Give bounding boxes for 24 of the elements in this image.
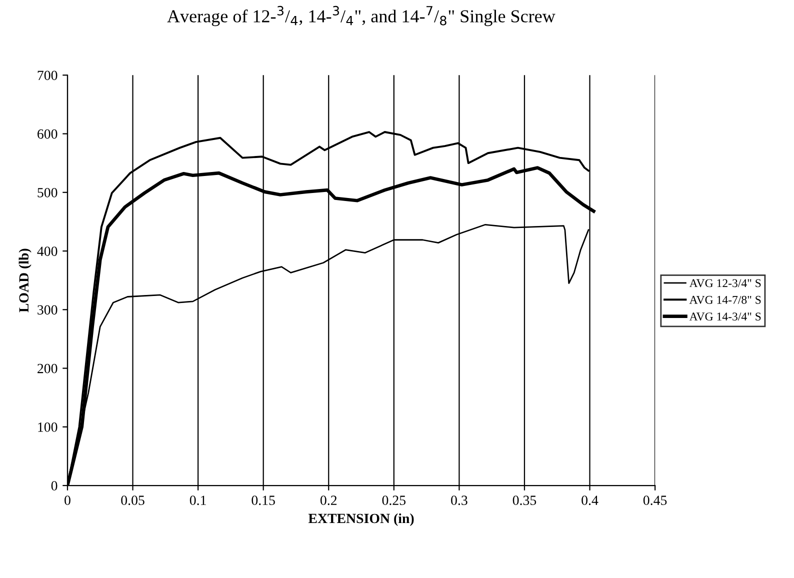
y-tick-label: 500 bbox=[38, 188, 58, 198]
chart-title: Average of 12-$^{3}$/$_{4}$, 14-$^{3}$/$_{4}$", and 14-$^{7}$/$_{8}$" Single Screw bbox=[167, 6, 556, 26]
x-tick-label: 0.45 bbox=[643, 496, 667, 506]
y-tick-label: 700 bbox=[38, 70, 58, 80]
y-tick-label: 100 bbox=[38, 422, 58, 432]
y-axis-title: LOAD (lb) bbox=[18, 248, 32, 312]
x-tick-label: 0.2 bbox=[320, 496, 337, 506]
x-tick-label: 0.35 bbox=[512, 496, 536, 506]
legend-label: AVG 14-3/4" S bbox=[689, 312, 761, 321]
x-tick-label: 0.4 bbox=[582, 496, 598, 506]
y-tick-label: 0 bbox=[51, 481, 58, 490]
legend-label: AVG 14-7/8" S bbox=[689, 296, 761, 304]
y-tick-label: 300 bbox=[38, 305, 58, 315]
y-tick-label: 600 bbox=[38, 129, 58, 139]
x-tick-label: 0.15 bbox=[252, 496, 275, 506]
x-tick-label: 0.1 bbox=[190, 496, 206, 506]
x-axis-title: EXTENSION (in) bbox=[308, 513, 414, 526]
x-tick-label: 0.05 bbox=[121, 496, 144, 506]
x-tick-label: 0.3 bbox=[451, 496, 468, 506]
x-tick-label: 0.25 bbox=[382, 496, 406, 506]
x-tick-label: 0 bbox=[64, 496, 70, 506]
legend-label: AVG 12-3/4" S bbox=[689, 279, 761, 288]
y-tick-label: 400 bbox=[37, 246, 58, 256]
y-tick-label: 200 bbox=[38, 364, 58, 374]
